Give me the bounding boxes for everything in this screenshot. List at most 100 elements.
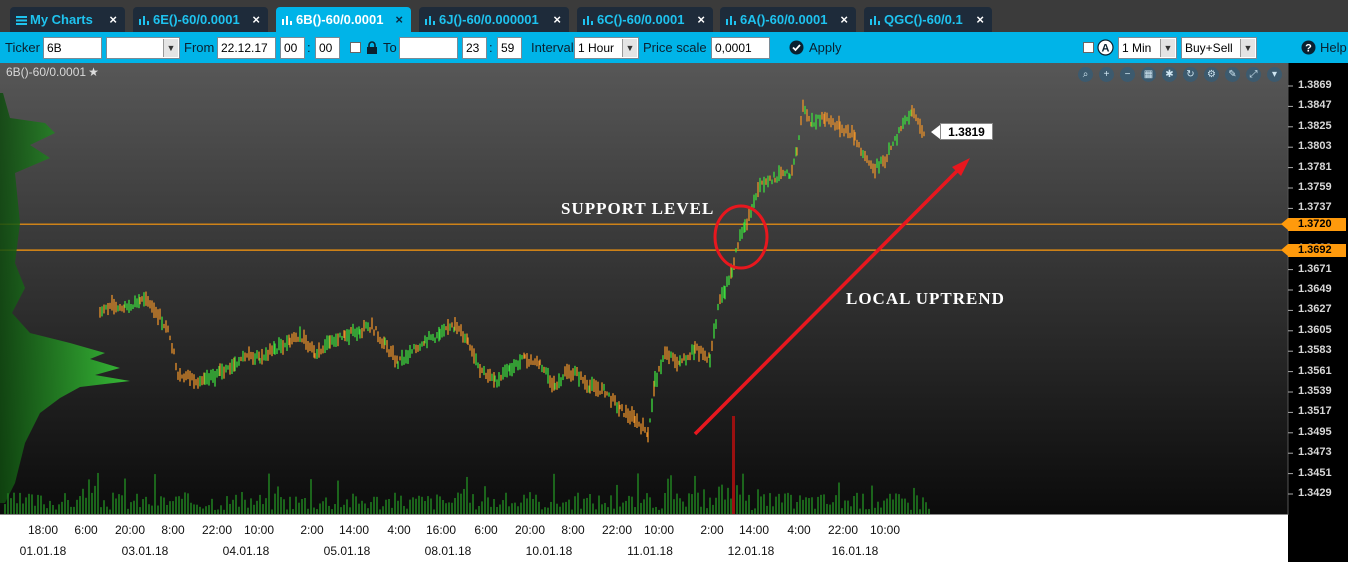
to-date-input[interactable] [399,37,458,59]
price-chart[interactable] [0,63,1348,562]
volume-bar [610,495,612,514]
tab-qgc[interactable]: QGC()-60/0.1 × [864,7,992,32]
tab-6b[interactable]: 6B()-60/0.0001 × [276,7,411,32]
support-level-annotation: SUPPORT LEVEL [561,199,715,218]
date-tick-label: 10.01.18 [525,544,573,558]
volume-bar [802,499,804,514]
volume-bar [34,505,36,514]
from-hour-input[interactable]: 00 [280,37,305,59]
chart-title: 6B()-60/0.0001 ★ [6,65,99,79]
volume-bar [910,509,912,514]
chart-area[interactable]: 6B()-60/0.0001 ★ ⌕ + − ▦ ✱ ↻ ⚙ ✎ ⤢ ▾ 1.38… [0,63,1348,562]
grid-icon[interactable]: ▦ [1141,67,1156,82]
volume-bar [19,492,21,514]
from-label: From [184,40,215,55]
volume-bar [328,505,330,514]
star-icon[interactable]: ★ [88,65,99,79]
bar-chart-icon [139,8,150,25]
bar-chart-icon [425,8,436,25]
volume-bar [427,496,429,514]
close-icon[interactable]: × [252,12,260,27]
to-minute-input[interactable]: 59 [497,37,522,59]
to-hour-input[interactable]: 23 [462,37,487,59]
gear-icon[interactable]: ⚙ [1204,67,1219,82]
help-link[interactable]: Help [1320,40,1347,55]
volume-bar [469,502,471,514]
expand-icon[interactable]: ⤢ [1246,67,1261,82]
volume-bar [472,494,474,514]
volume-bar [763,494,765,514]
volume-bar [757,489,759,514]
from-minute-input[interactable]: 00 [315,37,340,59]
volume-bar [316,509,318,514]
side-select[interactable]: Buy+Sell ▼ [1181,37,1257,59]
ticker-select[interactable]: ▼ [106,37,180,59]
ticker-input[interactable]: 6B [43,37,102,59]
ticker-label: Ticker [5,40,40,55]
volume-bar [637,473,639,514]
check-circle-icon[interactable] [789,40,804,55]
interval-select[interactable]: 1 Hour ▼ [574,37,639,59]
refresh-icon[interactable]: ↻ [1183,67,1198,82]
date-tick-label: 05.01.18 [323,544,371,558]
volume-bar [295,496,297,514]
close-icon[interactable]: × [553,12,561,27]
volume-bar [508,506,510,514]
from-date-input[interactable]: 22.12.17 [217,37,276,59]
auto-scale-icon[interactable]: A [1097,39,1114,56]
volume-bar [148,504,150,514]
volume-bar [922,497,924,514]
volume-bar [805,497,807,514]
tab-my-charts[interactable]: My Charts × [10,7,125,32]
tab-6c[interactable]: 6C()-60/0.0001 × [577,7,713,32]
volume-bar [895,493,897,514]
help-icon[interactable]: ? [1301,40,1316,55]
volume-bar [52,504,54,514]
pencil-icon[interactable]: ✎ [1225,67,1240,82]
tab-label: 6C()-60/0.0001 [597,12,685,27]
volume-bar [136,493,138,514]
zoom-fit-icon[interactable]: ⌕ [1078,67,1093,82]
settings-icon[interactable]: ✱ [1162,67,1177,82]
lock-icon[interactable] [366,41,378,54]
volume-bar [553,473,555,514]
close-icon[interactable]: × [976,12,984,27]
price-tick-label: 1.3473 [1298,446,1332,459]
zoom-out-icon[interactable]: − [1120,67,1135,82]
timeframe-select[interactable]: 1 Min ▼ [1118,37,1177,59]
from-checkbox[interactable] [350,42,361,53]
volume-bar [364,503,366,514]
price-tick-label: 1.3451 [1298,466,1332,479]
tab-6j[interactable]: 6J()-60/0.000001 × [419,7,569,32]
tab-6e[interactable]: 6E()-60/0.0001 × [133,7,268,32]
close-icon[interactable]: × [697,12,705,27]
zoom-in-icon[interactable]: + [1099,67,1114,82]
tab-6a[interactable]: 6A()-60/0.0001 × [720,7,856,32]
apply-button[interactable]: Apply [809,40,842,55]
time-tick-label: 20:00 [514,523,546,537]
volume-bar [781,502,783,514]
date-tick-label: 01.01.18 [19,544,67,558]
close-icon[interactable]: × [840,12,848,27]
close-icon[interactable]: × [109,12,117,27]
volume-bar [568,499,570,514]
to-label: To [383,40,397,55]
menu-down-icon[interactable]: ▾ [1267,67,1282,82]
price-scale-input[interactable]: 0,0001 [711,37,770,59]
volume-bar [643,499,645,514]
option-checkbox[interactable] [1083,42,1094,53]
chart-background [0,63,1288,515]
volume-bar [559,506,561,514]
last-price-tag: 1.3819 [931,123,993,140]
volume-bar [448,502,450,514]
close-icon[interactable]: × [395,12,403,27]
chevron-down-icon: ▼ [622,39,637,57]
volume-bar [715,497,717,514]
volume-bar [838,482,840,514]
level-tag-upper: 1.3720 [1281,218,1346,231]
volume-bar [256,500,258,514]
volume-bar [334,504,336,514]
volume-bar [247,507,249,514]
volume-bar [478,505,480,514]
volume-bar [109,509,111,514]
